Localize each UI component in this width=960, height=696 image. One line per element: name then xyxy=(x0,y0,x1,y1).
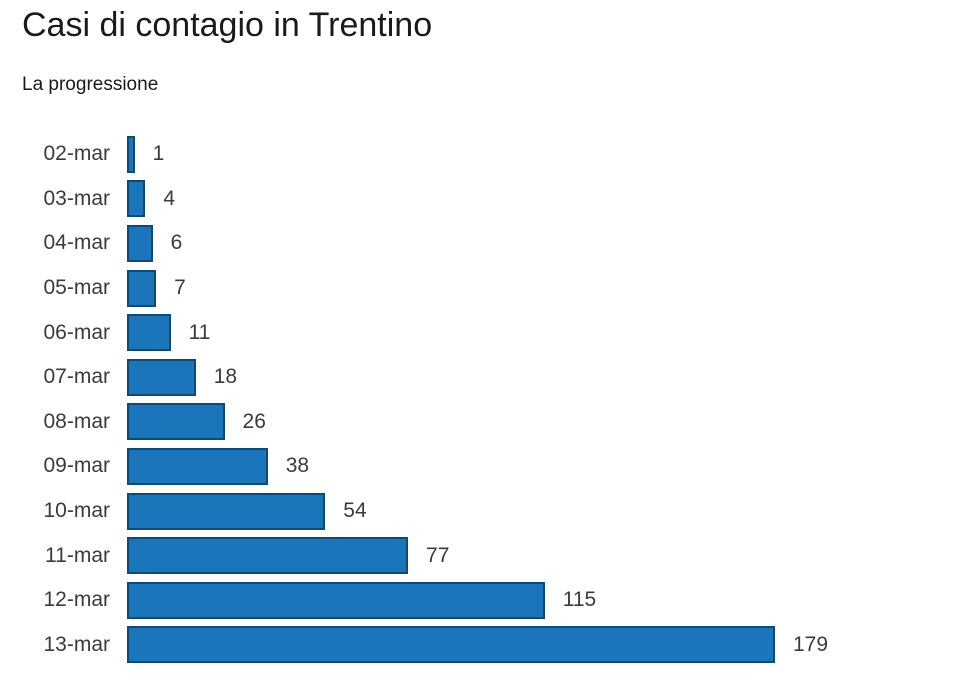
category-label: 11-mar xyxy=(45,543,110,567)
category-label: 13-mar xyxy=(43,632,110,656)
bar xyxy=(127,358,196,396)
bar-row: 03-mar 4 xyxy=(0,177,960,222)
value-label: 4 xyxy=(163,186,176,210)
category-label: 05-mar xyxy=(43,276,110,300)
bar-row: 05-mar 7 xyxy=(0,266,960,311)
bar-row: 13-mar 179 xyxy=(0,623,960,668)
value-label: 1 xyxy=(152,142,165,166)
value-label: 11 xyxy=(188,320,211,344)
value-label: 115 xyxy=(562,588,597,612)
bar xyxy=(127,492,326,530)
category-label: 10-mar xyxy=(43,499,110,523)
bar-row: 02-mar 1 xyxy=(0,132,960,177)
category-label: 04-mar xyxy=(43,231,110,255)
chart-subtitle: La progressione xyxy=(22,74,159,95)
bar-row: 11-mar 77 xyxy=(0,533,960,578)
value-label: 38 xyxy=(285,454,310,478)
bar xyxy=(127,269,157,307)
category-label: 12-mar xyxy=(43,588,110,612)
bar-row: 07-mar 18 xyxy=(0,355,960,400)
category-label: 07-mar xyxy=(43,365,110,389)
category-label: 03-mar xyxy=(43,186,110,210)
category-label: 06-mar xyxy=(43,320,110,344)
bar xyxy=(127,537,409,575)
bar xyxy=(127,403,225,441)
bar-row: 10-mar 54 xyxy=(0,489,960,534)
bar xyxy=(127,314,171,352)
value-label: 18 xyxy=(213,365,238,389)
bar xyxy=(127,224,153,262)
bar xyxy=(127,135,135,173)
bar-row: 08-mar 26 xyxy=(0,400,960,445)
bar xyxy=(127,180,146,218)
bar-row: 04-mar 6 xyxy=(0,221,960,266)
value-label: 77 xyxy=(426,543,450,567)
chart-title: Casi di contagio in Trentino xyxy=(22,6,433,44)
category-label: 09-mar xyxy=(43,454,110,478)
bar-row: 12-mar 115 xyxy=(0,578,960,623)
bar xyxy=(127,447,268,485)
value-label: 179 xyxy=(793,632,829,656)
bar-row: 09-mar 38 xyxy=(0,444,960,489)
bar xyxy=(127,626,775,664)
value-label: 6 xyxy=(170,231,183,255)
category-label: 08-mar xyxy=(43,409,110,433)
bar-row: 06-mar 11 xyxy=(0,310,960,355)
bar xyxy=(127,581,545,619)
value-label: 7 xyxy=(174,276,186,300)
value-label: 54 xyxy=(343,499,367,523)
category-label: 02-mar xyxy=(43,142,110,166)
value-label: 26 xyxy=(242,409,266,433)
bar-chart-plot: 02-mar 1 03-mar 4 04-mar 6 05-mar 7 06-mar 11 07-m… xyxy=(0,132,960,667)
